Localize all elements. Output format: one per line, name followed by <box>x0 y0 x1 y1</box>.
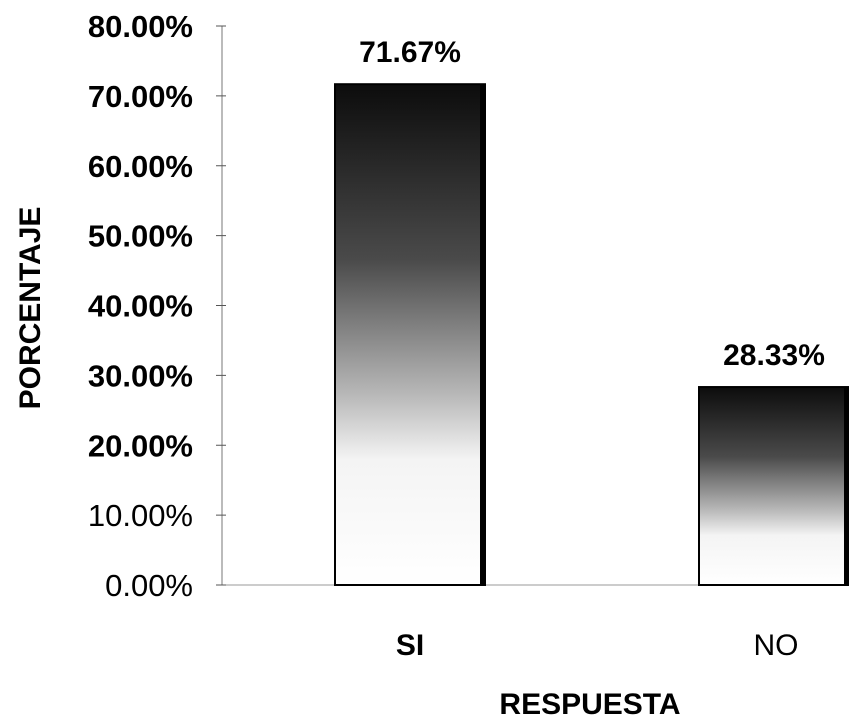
y-tick-label: 60.00% <box>88 149 193 184</box>
x-axis-title: RESPUESTA <box>499 688 680 721</box>
y-tick-label: 20.00% <box>88 428 193 463</box>
bar-no <box>698 386 849 586</box>
y-tick-label: 10.00% <box>88 498 193 533</box>
y-tick-label: 70.00% <box>88 79 193 114</box>
bar-layer <box>334 83 849 586</box>
y-tick-label: 0.00% <box>105 568 193 603</box>
y-tick-label: 50.00% <box>88 219 193 254</box>
x-category-label: SI <box>396 629 424 662</box>
y-axis-title: PORCENTAJE <box>14 207 47 410</box>
x-category-label: NO <box>754 629 799 662</box>
y-tick-label: 80.00% <box>88 9 193 44</box>
bar-value-label: 71.67% <box>359 36 461 69</box>
label-layer: 0.00% 10.00% 20.00% 30.00% 40.00% 50.00% 60.00… <box>88 9 825 662</box>
bar-shadow <box>844 387 849 585</box>
bar-si <box>334 83 486 586</box>
bar-shadow <box>480 84 485 585</box>
bar-value-label: 28.33% <box>723 339 825 372</box>
y-tick-label: 30.00% <box>88 358 193 393</box>
y-tick-label: 40.00% <box>88 289 193 324</box>
